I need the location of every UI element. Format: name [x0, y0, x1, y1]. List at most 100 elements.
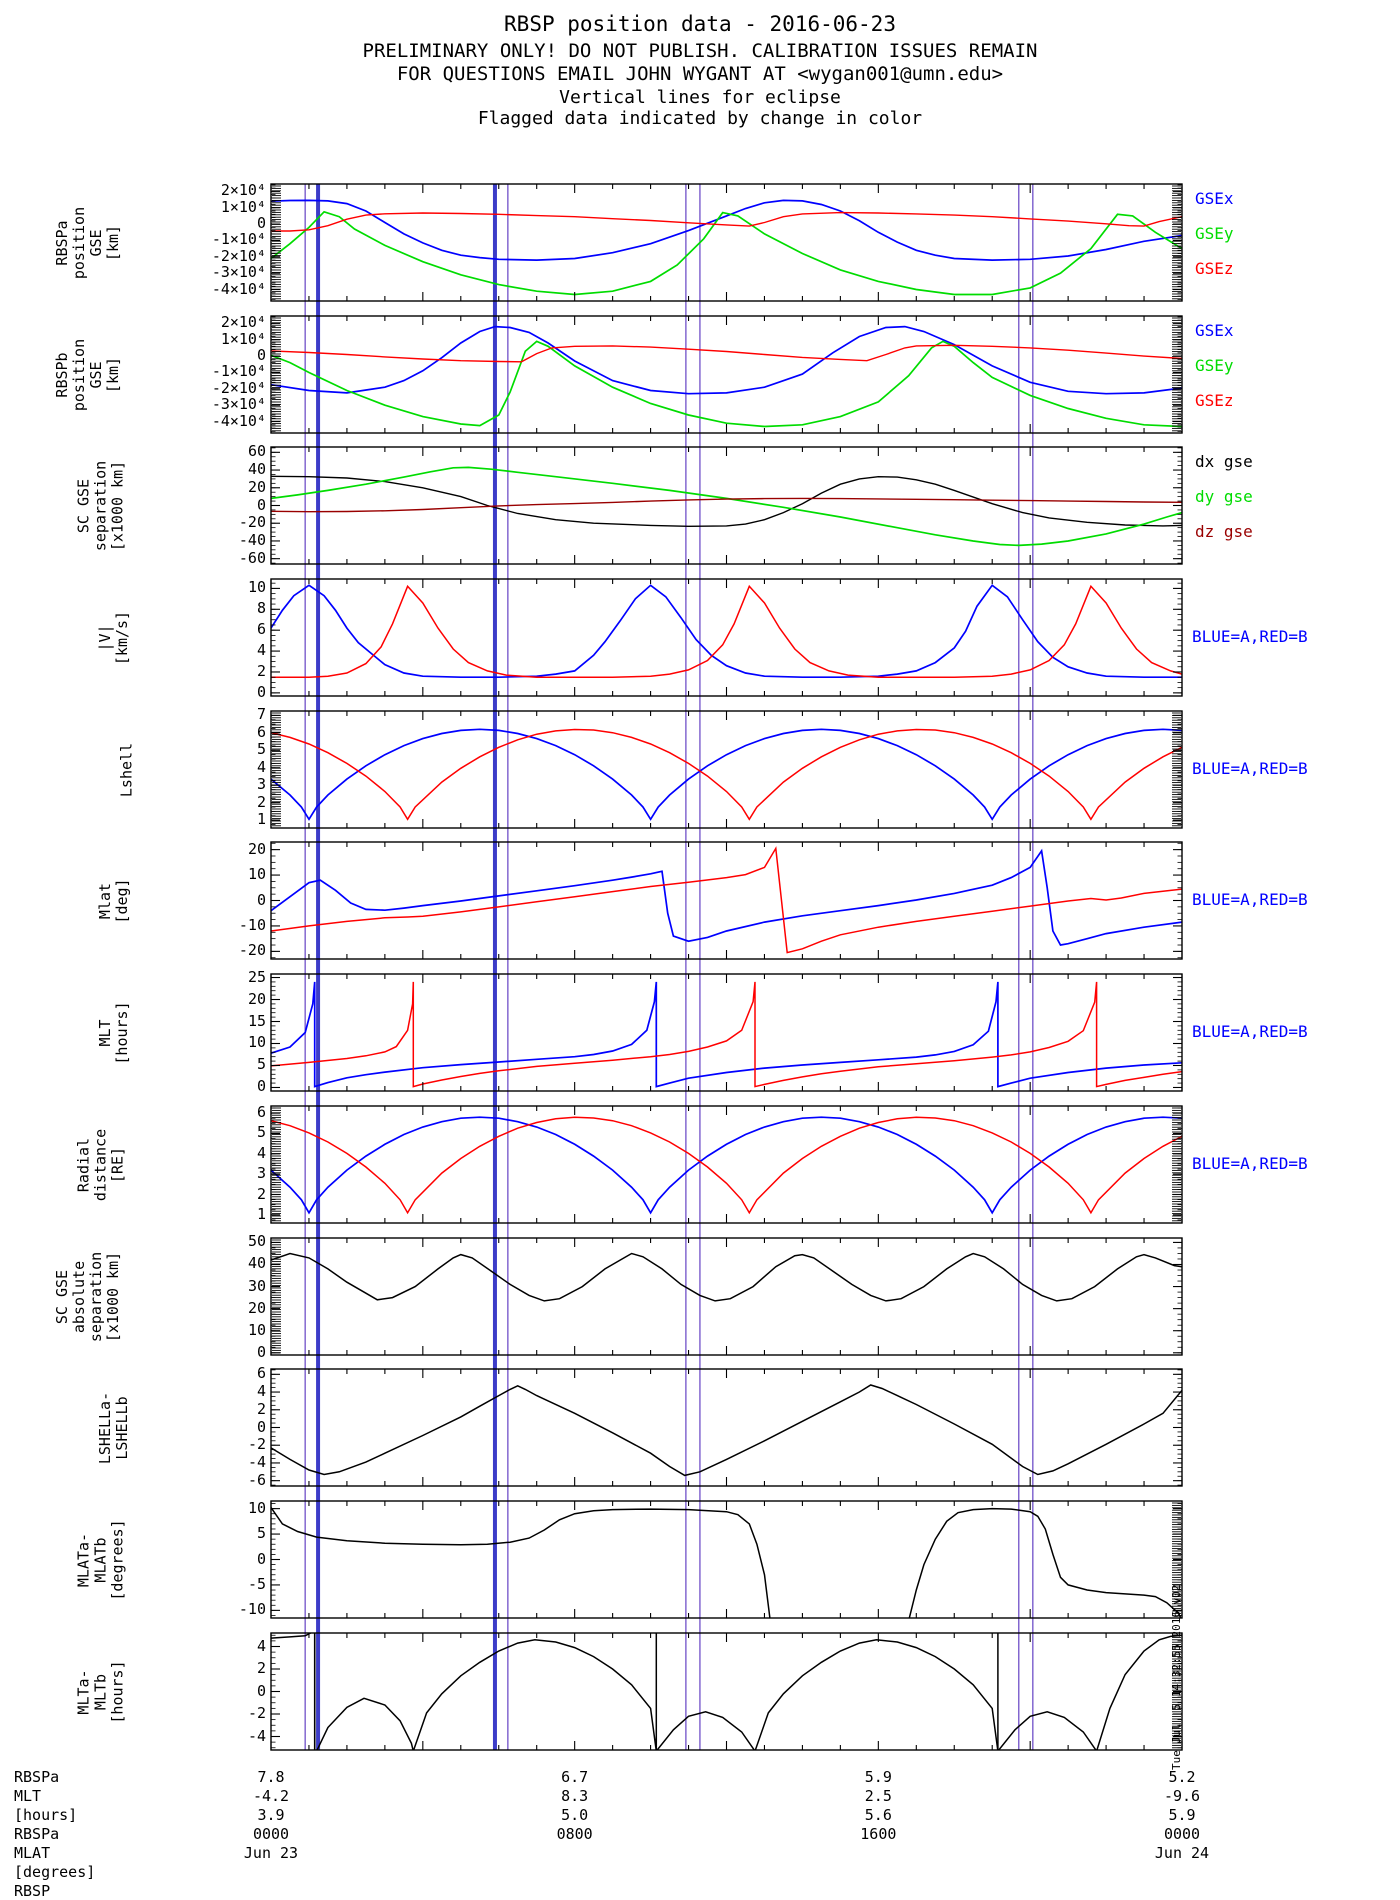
ytick-lshell: 3	[256, 775, 266, 794]
series-mlat-B	[271, 846, 1182, 954]
ylabel-mlt: MLT [hours]	[96, 1000, 131, 1065]
ytick-rbspb-gse: 0	[256, 346, 266, 365]
ytick-lshell-diff: -4	[247, 1452, 266, 1471]
ytick-mlat: 20	[247, 839, 266, 858]
ytick-lshell: 2	[256, 792, 266, 811]
bottom-left-label: RBSP	[14, 1882, 51, 1900]
panel-frame	[270, 710, 1183, 829]
title-eclipse-note: Vertical lines for eclipse	[559, 87, 841, 108]
bottom-left-label: [degrees]	[14, 1863, 96, 1881]
legend-lshell: BLUE=A,RED=B	[1192, 759, 1308, 778]
series-sc-gse-abs-separation-abs-sep	[271, 1252, 1182, 1302]
ytick-lshell: 7	[256, 705, 266, 724]
series-mlt-diff-mlt-a-minus-b	[754, 1639, 999, 1750]
ytick-mlt: 0	[256, 1077, 266, 1096]
series-rbspa-gse-GSEy	[271, 210, 1182, 296]
ytick-mlt-diff: 4	[256, 1636, 266, 1655]
ytick-rbspb-gse: 1×10⁴	[220, 329, 266, 348]
ylabel-rbspa-gse: RBSPa position GSE [km]	[53, 206, 122, 279]
panel-v-magnitude	[270, 578, 1183, 697]
ytick-mlat-diff: -10	[238, 1600, 266, 1619]
bottom-value-r3-c1: 0800	[556, 1825, 593, 1843]
ylabel-lshell-diff: LSHELLa- LSHELLb	[96, 1391, 131, 1464]
series-lshell-diff-lshell-a-minus-b	[271, 1384, 1182, 1477]
ytick-sc-gse-abs-separation: 0	[256, 1342, 266, 1361]
ytick-lshell-diff: -6	[247, 1470, 266, 1489]
ytick-v-magnitude: 10	[247, 578, 266, 597]
ytick-v-magnitude: 6	[256, 620, 266, 639]
ytick-lshell: 1	[256, 810, 266, 829]
ytick-mlt: 10	[247, 1033, 266, 1052]
ytick-mlt-diff: -4	[247, 1726, 266, 1745]
series-mlt-B	[271, 981, 1182, 1088]
panel-lshell	[270, 710, 1183, 829]
ytick-radial-distance: 2	[256, 1184, 266, 1203]
ytick-sc-gse-separation: 60	[247, 442, 266, 461]
panel-frame	[270, 1500, 1183, 1619]
series-mlt-diff-mlt-a-minus-b	[1096, 1634, 1182, 1750]
ytick-v-magnitude: 8	[256, 599, 266, 618]
series-mlat-diff-mlat-a-minus-b	[908, 1507, 1182, 1618]
series-mlt-diff-mlt-a-minus-b	[412, 1639, 657, 1750]
ytick-v-magnitude: 0	[256, 682, 266, 701]
series-rbspb-gse-GSEy	[271, 340, 1182, 428]
title-contact-line: FOR QUESTIONS EMAIL JOHN WYGANT AT <wyga…	[396, 63, 1004, 85]
ytick-mlt: 15	[247, 1011, 266, 1030]
bottom-value-r2-c2: 5.6	[864, 1806, 892, 1824]
bottom-value-r0-c3: 5.2	[1168, 1768, 1196, 1786]
bottom-value-r4-c3: Jun 24	[1154, 1844, 1210, 1862]
bottom-value-r1-c2: 2.5	[864, 1787, 892, 1805]
ytick-lshell-diff: 0	[256, 1417, 266, 1436]
ytick-v-magnitude: 2	[256, 661, 266, 680]
bottom-value-r4-c0: Jun 23	[243, 1844, 299, 1862]
ytick-mlt: 5	[256, 1055, 266, 1074]
ylabel-mlat: Mlat [deg]	[96, 877, 131, 924]
bottom-left-label: RBSPa	[14, 1825, 60, 1843]
series-radial-distance-A	[271, 1116, 1182, 1215]
ytick-mlt-diff: 2	[256, 1659, 266, 1677]
legend-rbspa-gse-GSEx: GSEx	[1195, 189, 1234, 208]
ytick-rbspa-gse: 0	[256, 214, 266, 233]
ytick-mlat-diff: 5	[256, 1524, 266, 1543]
bottom-value-r2-c3: 5.9	[1168, 1806, 1196, 1824]
series-rbspb-gse-GSEx	[271, 325, 1182, 395]
series-v-magnitude-A	[271, 584, 1182, 679]
ytick-radial-distance: 4	[256, 1143, 266, 1162]
ytick-mlat-diff: 0	[256, 1549, 266, 1568]
ylabel-sc-gse-separation: SC GSE separation [x1000 km]	[74, 460, 127, 551]
page-title: RBSP position data - 2016-06-23	[504, 12, 896, 36]
ytick-mlt-diff: -2	[247, 1704, 266, 1722]
ytick-radial-distance: 3	[256, 1164, 266, 1183]
legend-sc-gse-separation-dz gse: dz gse	[1195, 522, 1253, 541]
panel-lshell-diff	[270, 1368, 1183, 1487]
ytick-mlt: 20	[247, 989, 266, 1008]
ylabel-v-magnitude: |V| [km/s]	[96, 610, 131, 665]
ytick-rbspa-gse: -3×10⁴	[211, 263, 266, 282]
ylabel-mlat-diff: MLATa- MLATb [degrees]	[74, 1518, 127, 1601]
series-radial-distance-B	[271, 1116, 1182, 1215]
ytick-lshell-diff: 4	[256, 1382, 266, 1401]
bottom-value-r1-c0: -4.2	[252, 1787, 290, 1805]
ytick-rbspb-gse: 2×10⁴	[220, 313, 266, 332]
ytick-sc-gse-separation: -60	[238, 548, 266, 567]
series-mlt-diff-mlt-a-minus-b	[997, 1711, 1097, 1750]
ytick-sc-gse-separation: -20	[238, 513, 266, 532]
ytick-rbspa-gse: -4×10⁴	[211, 279, 266, 298]
bottom-left-label: MLT	[14, 1787, 42, 1805]
panel-frame	[270, 446, 1183, 565]
legend-mlt: BLUE=A,RED=B	[1192, 1022, 1308, 1041]
bottom-value-r2-c0: 3.9	[257, 1806, 285, 1824]
bottom-value-r0-c1: 6.7	[561, 1768, 589, 1786]
bottom-left-label: RBSPa	[14, 1768, 60, 1786]
bottom-value-r3-c0: 0000	[252, 1825, 290, 1843]
legend-rbspb-gse-GSEx: GSEx	[1195, 321, 1234, 340]
series-mlat-A	[271, 848, 1182, 946]
bottom-value-r0-c0: 7.8	[257, 1768, 285, 1786]
ylabel-sc-gse-abs-separation: SC GSE absolute separation [x1000 km]	[53, 1251, 122, 1342]
series-mlt-diff-mlt-a-minus-b	[316, 1697, 414, 1750]
ytick-lshell-diff: 6	[256, 1364, 266, 1383]
ytick-lshell-diff: -2	[247, 1435, 266, 1454]
series-mlt-A	[271, 981, 1182, 1088]
ytick-sc-gse-separation: 0	[256, 495, 266, 514]
